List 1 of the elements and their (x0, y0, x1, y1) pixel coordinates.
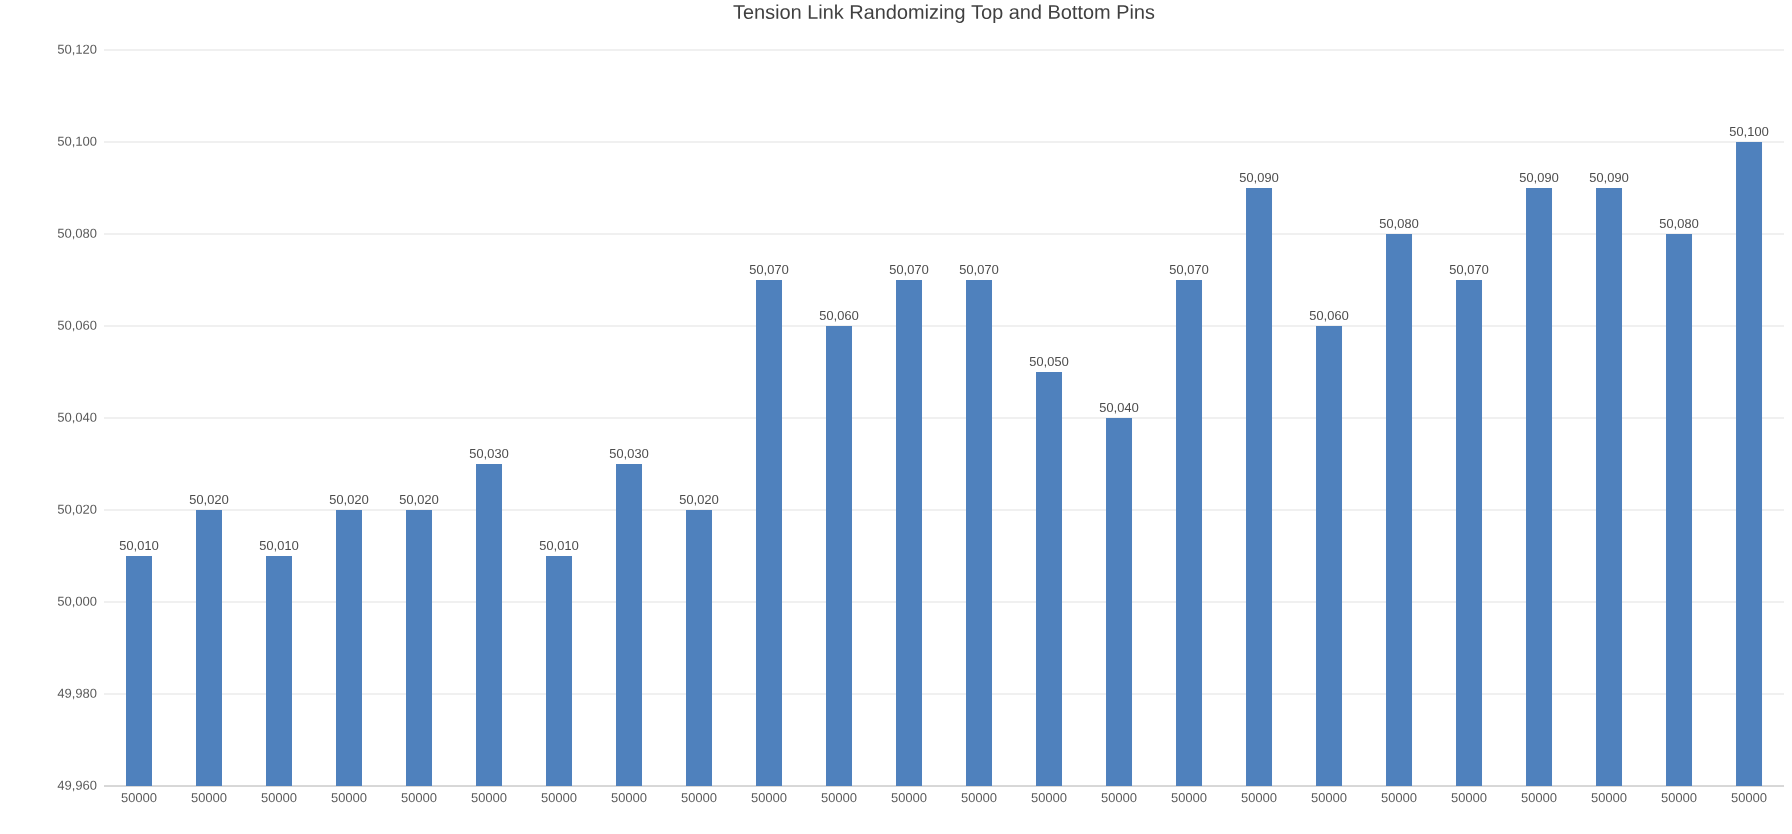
chart-title: Tension Link Randomizing Top and Bottom Pins (733, 4, 1155, 23)
